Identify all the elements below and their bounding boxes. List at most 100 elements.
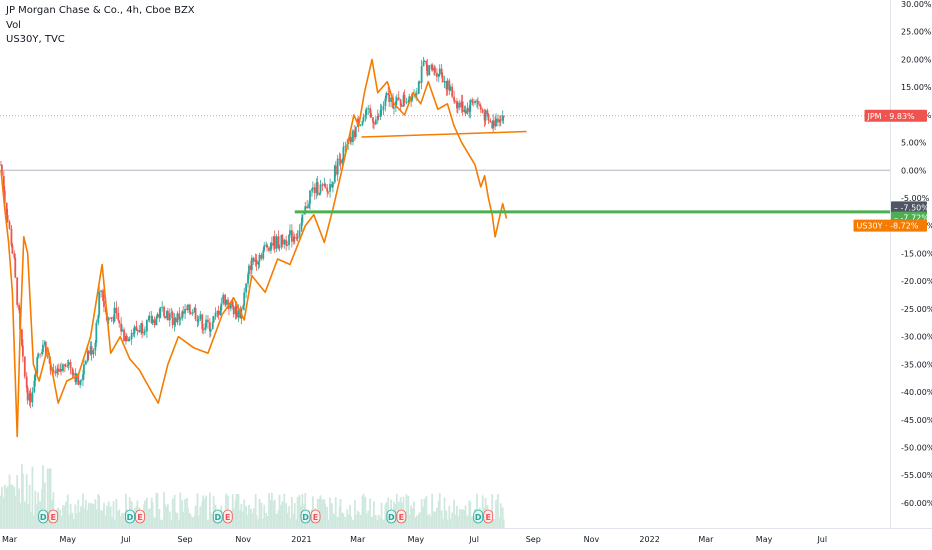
- candle-body: [365, 108, 368, 116]
- dividend-event-icon[interactable]: [125, 509, 135, 524]
- volume-bar: [240, 504, 243, 528]
- candle-body: [408, 96, 411, 102]
- volume-bar: [347, 514, 350, 528]
- dividend-event-icon[interactable]: [212, 509, 223, 524]
- y-tick-label: -30.00%: [901, 333, 932, 342]
- volume-bar: [161, 519, 164, 528]
- candle-body: [338, 158, 341, 160]
- candle-body: [181, 311, 184, 319]
- volume-bar: [326, 506, 329, 528]
- volume-bar: [46, 468, 49, 528]
- earnings-event-icon[interactable]: [396, 509, 407, 524]
- volume-bar: [201, 501, 204, 528]
- earnings-event-icon[interactable]: [310, 509, 321, 524]
- volume-bar: [199, 506, 202, 528]
- candle-body: [71, 368, 74, 375]
- dividend-event-icon[interactable]: [386, 509, 397, 524]
- volume-bar: [448, 505, 451, 528]
- candle-body: [26, 387, 29, 401]
- volume-bar: [453, 499, 455, 528]
- x-tick-label: May: [59, 535, 76, 544]
- volume-bar: [62, 505, 64, 528]
- volume-bar: [84, 499, 87, 528]
- candle-body: [377, 115, 380, 117]
- volume-bar: [42, 465, 44, 528]
- volume-bar: [495, 499, 497, 528]
- candle-body: [270, 243, 272, 251]
- volume-bar: [168, 511, 171, 528]
- price-axis[interactable]: 30.00%25.00%20.00%15.00%10.00%5.00%0.00%…: [901, 0, 932, 508]
- volume-bar: [176, 513, 179, 528]
- time-axis[interactable]: Mar May Jul Sep Nov 2021 Mar May Jul Sep Nov 2022 Ma…: [2, 535, 827, 544]
- legend-compare-symbol[interactable]: US30Y, TVC: [6, 34, 65, 45]
- volume-bar: [285, 503, 288, 528]
- volume-bar: [125, 493, 127, 528]
- volume-bar: [263, 504, 266, 528]
- candle-body: [125, 335, 127, 342]
- earnings-event-icon[interactable]: [222, 509, 233, 524]
- volume-bar: [102, 510, 104, 528]
- volume-bar: [247, 514, 249, 528]
- volume-bar: [456, 505, 458, 528]
- candle-body: [300, 222, 303, 231]
- y-tick-label: -60.00%: [901, 499, 932, 508]
- trendline[interactable]: [361, 130, 527, 138]
- volume-bar: [384, 504, 387, 528]
- candle-body: [492, 120, 495, 129]
- y-tick-label: 25.00%: [901, 28, 932, 37]
- legend-volume[interactable]: Vol: [6, 19, 21, 31]
- dividend-event-icon[interactable]: [300, 509, 311, 524]
- candle-body: [329, 184, 331, 192]
- volume-bar: [289, 518, 291, 528]
- candle-body: [332, 182, 334, 188]
- volume-bar: [333, 514, 336, 528]
- volume-bar: [250, 512, 253, 528]
- earnings-event-icon[interactable]: [483, 509, 494, 524]
- candle-body: [6, 215, 9, 222]
- volume-bar: [356, 510, 359, 528]
- candle-body: [373, 122, 375, 125]
- volume-bar: [10, 484, 13, 528]
- legend-symbol[interactable]: JP Morgan Chase & Co., 4h, Cboe BZX: [6, 5, 195, 16]
- volume-bar: [463, 510, 466, 528]
- volume-bar: [323, 499, 326, 528]
- volume-bar: [79, 512, 82, 528]
- volume-bar: [280, 504, 283, 528]
- volume-bar: [497, 494, 499, 528]
- volume-bar: [82, 493, 84, 528]
- candle-body: [382, 106, 385, 110]
- volume-bar: [460, 509, 463, 528]
- volume-bar: [451, 512, 454, 528]
- volume-bar: [144, 500, 146, 528]
- candle-body: [393, 107, 395, 109]
- candle-body: [100, 290, 103, 292]
- volume-bar: [26, 504, 29, 528]
- volume-bar: [433, 511, 435, 528]
- earnings-event-icon[interactable]: [135, 509, 145, 524]
- volume-bar: [6, 486, 9, 528]
- dividend-event-icon[interactable]: [473, 509, 484, 524]
- candle-body: [359, 125, 362, 126]
- candle-body: [217, 310, 220, 316]
- candle-body: [250, 257, 253, 270]
- candle-body: [144, 331, 146, 333]
- candle-body: [136, 330, 139, 331]
- volume-bar: [71, 512, 74, 528]
- volume-bar: [31, 466, 34, 528]
- volume-bar: [353, 500, 356, 528]
- candle-body: [184, 309, 186, 314]
- candle-body: [478, 104, 481, 106]
- candle-body: [502, 115, 505, 118]
- candle-body: [479, 105, 482, 110]
- volume-bar: [207, 519, 209, 528]
- earnings-event-icon[interactable]: [48, 509, 59, 524]
- event-letter: D: [40, 513, 47, 522]
- volume-bar: [222, 516, 225, 528]
- candle-body: [440, 68, 443, 76]
- volume-bar: [481, 495, 484, 528]
- candle-body: [148, 316, 151, 318]
- volume-bar: [268, 493, 270, 528]
- dividend-event-icon[interactable]: [38, 509, 49, 524]
